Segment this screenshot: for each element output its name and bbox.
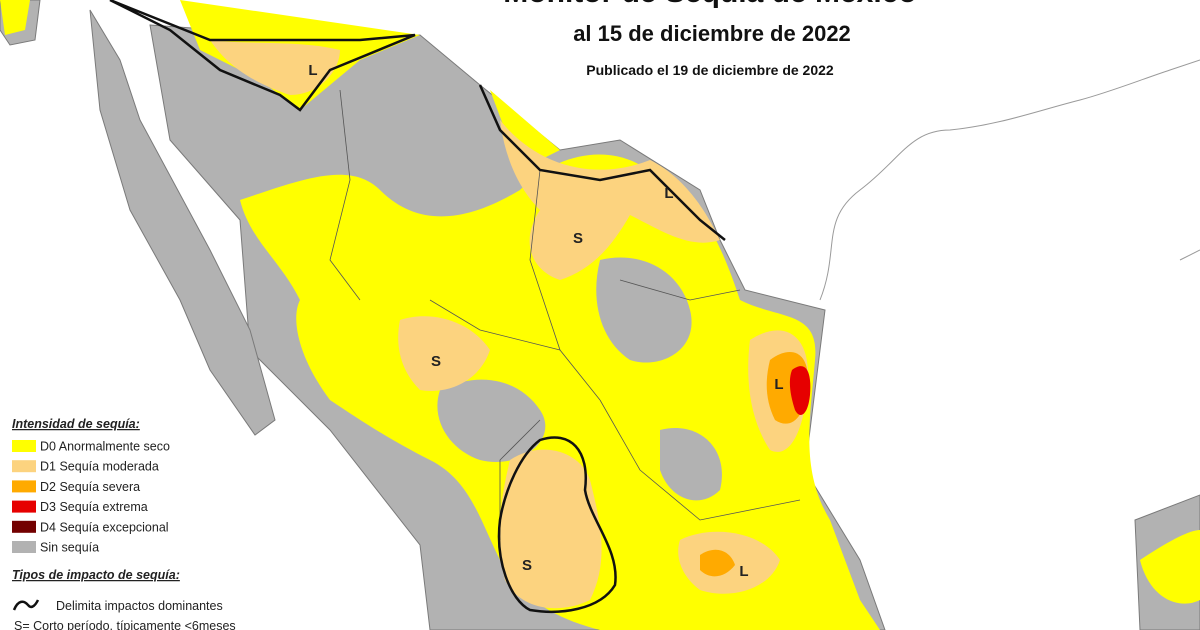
map-label: S <box>573 230 583 247</box>
map-label: L <box>739 563 748 580</box>
legend-swatch <box>12 541 36 553</box>
impact-outline <box>109 0 726 613</box>
legend-label: D2 Sequía severa <box>40 480 140 494</box>
impact-line-icon <box>12 599 40 611</box>
legend-label: D0 Anormalmente seco <box>40 440 170 454</box>
map-title: Monitor de Sequía de México <box>503 0 916 9</box>
legend: Intensidad de sequía: Tipos de impacto d… <box>12 417 236 630</box>
map-labels: L L S S L S L <box>308 62 783 580</box>
legend-swatch <box>12 480 36 493</box>
map-label: L <box>308 62 317 79</box>
legend-label: D4 Sequía excepcional <box>40 520 169 534</box>
legend-swatch <box>12 500 36 513</box>
map-label: L <box>664 185 673 202</box>
legend-label: D1 Sequía moderada <box>40 460 159 474</box>
map-published: Publicado el 19 de diciembre de 2022 <box>586 62 834 78</box>
legend-swatch <box>12 520 36 533</box>
impact-label: S= Corto período, típicamente <6meses <box>14 619 236 630</box>
d3-area <box>789 366 811 415</box>
us-outline <box>819 59 1200 301</box>
impact-title: Tipos de impacto de sequía: <box>12 568 180 582</box>
map-label: L <box>774 376 783 393</box>
map-date: al 15 de diciembre de 2022 <box>573 21 851 46</box>
legend-swatch <box>12 460 36 473</box>
legend-title: Intensidad de sequía: <box>12 417 140 431</box>
state-borders <box>329 89 801 540</box>
map-label: S <box>431 353 441 370</box>
legend-label: Sin sequía <box>40 541 99 555</box>
legend-label: D3 Sequía extrema <box>40 500 148 514</box>
d2-area <box>700 549 735 577</box>
legend-swatch <box>12 440 36 452</box>
map-label: S <box>522 557 532 574</box>
impact-label: Delimita impactos dominantes <box>56 599 223 613</box>
